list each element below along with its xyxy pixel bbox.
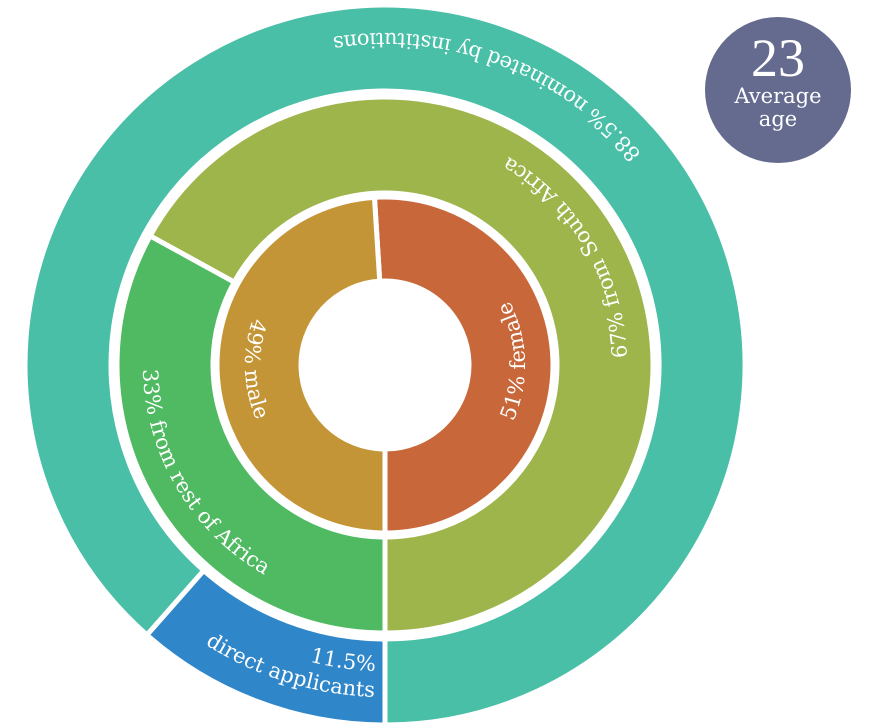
ring-segment: [22, 2, 748, 727]
average-age-badge: 23 Average age: [705, 17, 851, 163]
badge-value: 23: [751, 28, 805, 88]
ring-segment: [146, 94, 656, 636]
ring-segment: [214, 194, 388, 536]
ring-segment: [114, 232, 388, 636]
value-label: 33%: [138, 368, 167, 416]
ring-segment: [371, 194, 556, 536]
ring-segment: [143, 567, 388, 727]
badge-label: Average age: [734, 84, 822, 131]
